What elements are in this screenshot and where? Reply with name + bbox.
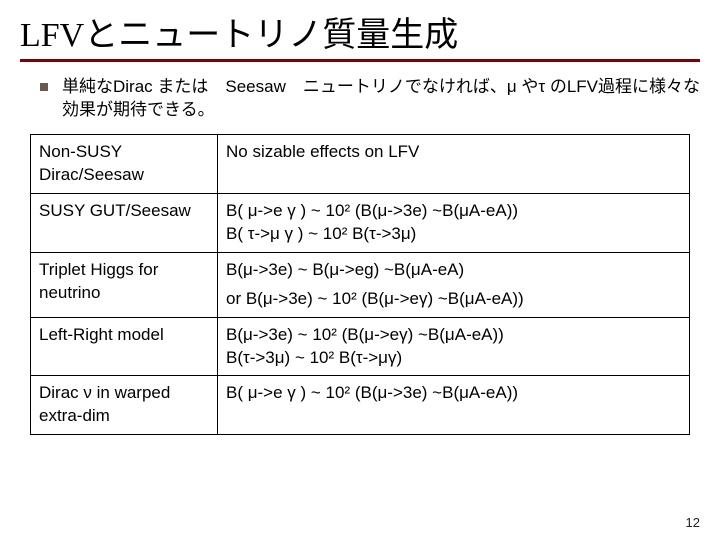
table-row: Triplet Higgs for neutrinoB(μ->3e) ~ B(μ…: [31, 252, 690, 317]
content-line: B( τ->μ γ ) ~ 10² B(τ->3μ): [226, 223, 681, 246]
title-container: LFVとニュートリノ質量生成: [20, 10, 700, 62]
bullet-marker-icon: [40, 83, 48, 91]
slide-title: LFVとニュートリノ質量生成: [20, 16, 700, 55]
model-content: B(μ->3e) ~ B(μ->eg) ~B(μA-eA) or B(μ->3e)…: [218, 252, 690, 317]
content-line: No sizable effects on LFV: [226, 141, 681, 164]
content-line: B( μ->e γ ) ~ 10² (B(μ->3e) ~B(μA-eA)): [226, 382, 681, 405]
model-label: Triplet Higgs for neutrino: [31, 252, 218, 317]
bullet-item: 単純なDirac または Seesaw ニュートリノでなければ、μ やτ のLF…: [40, 76, 700, 122]
model-content: B( μ->e γ ) ~ 10² (B(μ->3e) ~B(μA-eA))B(…: [218, 193, 690, 252]
table-row: Dirac ν in warped extra-dim B( μ->e γ ) ~…: [31, 376, 690, 435]
model-label: Non-SUSY Dirac/Seesaw: [31, 134, 218, 193]
content-line: or B(μ->3e) ~ 10² (B(μ->eγ) ~B(μA-eA)): [226, 288, 681, 311]
model-content: B( μ->e γ ) ~ 10² (B(μ->3e) ~B(μA-eA)): [218, 376, 690, 435]
model-label: Dirac ν in warped extra-dim: [31, 376, 218, 435]
model-label: SUSY GUT/Seesaw: [31, 193, 218, 252]
content-line: B(τ->3μ) ~ 10² B(τ->μγ): [226, 347, 681, 370]
model-content: B(μ->3e) ~ 10² (B(μ->eγ) ~B(μA-eA))B(τ->…: [218, 317, 690, 376]
table-row: Non-SUSY Dirac/Seesaw No sizable effects …: [31, 134, 690, 193]
page-number: 12: [686, 515, 700, 530]
table-row: SUSY GUT/SeesawB( μ->e γ ) ~ 10² (B(μ->3…: [31, 193, 690, 252]
content-line: B(μ->3e) ~ 10² (B(μ->eγ) ~B(μA-eA)): [226, 324, 681, 347]
model-content: No sizable effects on LFV: [218, 134, 690, 193]
content-line: B(μ->3e) ~ B(μ->eg) ~B(μA-eA): [226, 259, 681, 282]
table-row: Left-Right modelB(μ->3e) ~ 10² (B(μ->eγ)…: [31, 317, 690, 376]
bullet-text: 単純なDirac または Seesaw ニュートリノでなければ、μ やτ のLF…: [62, 76, 700, 122]
models-table: Non-SUSY Dirac/Seesaw No sizable effects …: [30, 134, 690, 435]
content-line: B( μ->e γ ) ~ 10² (B(μ->3e) ~B(μA-eA)): [226, 200, 681, 223]
model-label: Left-Right model: [31, 317, 218, 376]
